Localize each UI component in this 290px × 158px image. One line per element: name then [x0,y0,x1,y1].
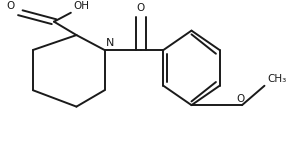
Text: CH₃: CH₃ [267,74,287,84]
Text: O: O [137,3,145,13]
Text: N: N [106,38,114,48]
Text: O: O [6,1,15,11]
Text: O: O [236,94,245,104]
Text: OH: OH [74,1,90,11]
